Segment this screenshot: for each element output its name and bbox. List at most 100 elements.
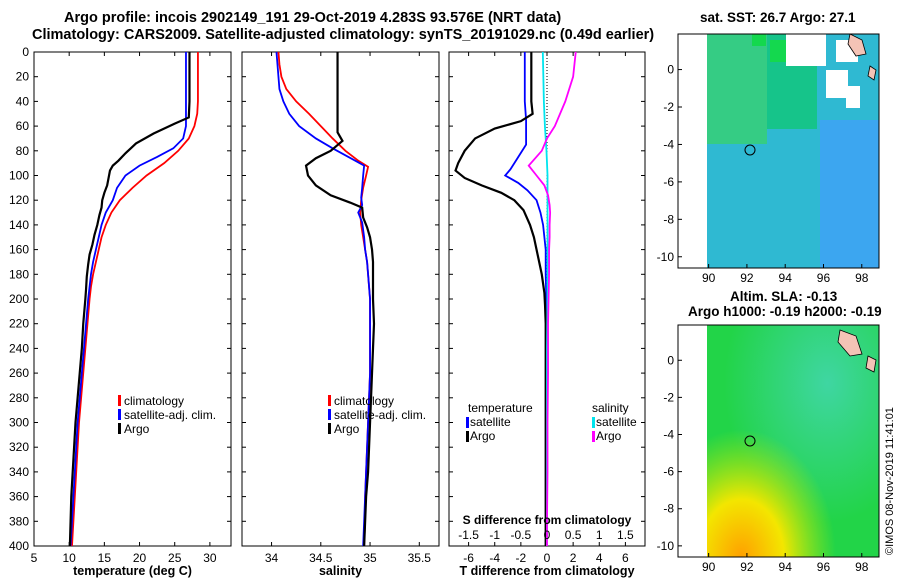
secondary-tick-label: 0 bbox=[544, 528, 551, 542]
series-line-satellite-adj-clim- bbox=[275, 51, 371, 547]
map-y-tick-label: 0 bbox=[667, 353, 674, 367]
x-tick-label: 34.5 bbox=[309, 551, 333, 565]
map-x-tick-label: 92 bbox=[740, 271, 754, 285]
plot-frame bbox=[33, 51, 232, 547]
map-y-tick-label: -6 bbox=[663, 175, 674, 189]
sla-map-ticks: 90 92 94 96 98 0 -2 -4 -6 -8 -10 bbox=[657, 353, 869, 574]
secondary-tick-label: 1 bbox=[596, 528, 603, 542]
legend-swatch bbox=[592, 431, 595, 442]
legend-label: satellite-adj. clim. bbox=[334, 408, 426, 422]
sla-map-title-line1: Altim. SLA: -0.13 bbox=[730, 289, 838, 304]
x-tick-label: 10 bbox=[62, 551, 76, 565]
sst-cloud-gap-1 bbox=[786, 34, 826, 66]
map-x-tick-label: 96 bbox=[817, 271, 831, 285]
sst-map-title: sat. SST: 26.7 Argo: 27.1 bbox=[700, 10, 856, 25]
temperature-panel: 0 20 40 60 80 100 120 140 160 180 200 220 240 260 280 3… bbox=[9, 45, 232, 578]
series-line-argo bbox=[68, 52, 191, 547]
y-tick-label: 0 bbox=[22, 45, 29, 59]
series-line-temperature-argo bbox=[454, 52, 547, 546]
map-y-tick-label: -4 bbox=[663, 137, 674, 151]
map-y-tick-label: 0 bbox=[667, 63, 674, 77]
legend-swatch bbox=[328, 395, 331, 406]
sst-bright-patch-1 bbox=[770, 40, 786, 62]
map-y-tick-label: -10 bbox=[657, 250, 675, 264]
y-tick-label: 360 bbox=[9, 490, 29, 504]
sst-bright-patch-2 bbox=[752, 34, 766, 46]
imos-credit: ©IMOS 08-Nov-2019 11:41:01 bbox=[884, 407, 896, 555]
y-tick-label: 280 bbox=[9, 391, 29, 405]
sumatra-land-shape bbox=[847, 34, 867, 57]
map-y-tick-label: -2 bbox=[663, 390, 674, 404]
legend-label: climatology bbox=[124, 394, 184, 408]
map-x-tick-label: 90 bbox=[702, 560, 716, 574]
x-tick-label: 34 bbox=[265, 551, 279, 565]
y-tick-label: 160 bbox=[9, 243, 29, 257]
salinity-panel: 34 34.5 35 35.5 salinity climatologysatellite… bbox=[241, 51, 440, 578]
legend-label: satellite bbox=[470, 415, 511, 429]
argo-float-marker bbox=[744, 144, 756, 156]
legend-swatch bbox=[118, 409, 121, 420]
map-y-tick-label: -10 bbox=[657, 539, 675, 553]
map-x-tick-label: 96 bbox=[817, 560, 831, 574]
series-line-salinity-argo bbox=[527, 51, 577, 546]
y-tick-label: 20 bbox=[16, 70, 30, 84]
x-tick-label: 4 bbox=[596, 551, 603, 565]
x-axis-label: salinity bbox=[319, 564, 362, 578]
y-tick-label: 400 bbox=[9, 539, 29, 553]
island-shape bbox=[867, 65, 877, 81]
x-tick-label: 35.5 bbox=[408, 551, 432, 565]
secondary-tick-label: -1.5 bbox=[458, 528, 479, 542]
y-tick-label: 340 bbox=[9, 465, 29, 479]
secondary-tick-label: -1 bbox=[489, 528, 500, 542]
x-tick-label: 30 bbox=[203, 551, 217, 565]
x-tick-label: 5 bbox=[31, 551, 38, 565]
x-tick-label: 6 bbox=[622, 551, 629, 565]
sst-cloud-gap-2 bbox=[826, 70, 848, 98]
x-tick-label: -2 bbox=[516, 551, 527, 565]
y-tick-label: 240 bbox=[9, 341, 29, 355]
secondary-tick-label: 0.5 bbox=[565, 528, 582, 542]
legend-swatch bbox=[592, 417, 595, 428]
sst-warm-strip bbox=[707, 34, 767, 144]
secondary-axis-label: S difference from climatology bbox=[463, 513, 632, 527]
sst-map-frame bbox=[677, 33, 880, 269]
y-tick-label: 200 bbox=[9, 292, 29, 306]
island-shape-2 bbox=[865, 355, 877, 373]
y-tick-label: 260 bbox=[9, 366, 29, 380]
legend-header-salinity: salinity bbox=[592, 401, 629, 415]
legend-swatch bbox=[466, 417, 469, 428]
y-tick-label: 380 bbox=[9, 514, 29, 528]
legend-swatch bbox=[118, 395, 121, 406]
sla-map-title-line2: Argo h1000: -0.19 h2000: -0.19 bbox=[688, 304, 882, 319]
secondary-tick-label: -0.5 bbox=[511, 528, 532, 542]
y-tick-label: 40 bbox=[16, 94, 30, 108]
legend-swatch bbox=[328, 409, 331, 420]
map-x-tick-label: 92 bbox=[740, 560, 754, 574]
map-x-tick-label: 94 bbox=[779, 271, 793, 285]
sla-map: 90 92 94 96 98 0 -2 -4 -6 -8 -10 bbox=[657, 324, 880, 574]
map-y-tick-label: -8 bbox=[663, 502, 674, 516]
secondary-tick-label: 1.5 bbox=[617, 528, 634, 542]
map-x-tick-label: 98 bbox=[855, 560, 869, 574]
series-line-satellite-adj-clim- bbox=[69, 52, 187, 547]
figure-title-line1: Argo profile: incois 2902149_191 29-Oct-… bbox=[64, 10, 562, 26]
y-tick-label: 60 bbox=[16, 119, 30, 133]
x-tick-label: 0 bbox=[544, 551, 551, 565]
y-tick-label: 80 bbox=[16, 144, 30, 158]
legend-label: Argo bbox=[596, 429, 622, 443]
sst-map: 90 92 94 96 98 0 -2 -4 -6 -8 -10 bbox=[657, 33, 880, 285]
sst-cloud-gap-3 bbox=[846, 86, 860, 108]
map-y-tick-label: -4 bbox=[663, 428, 674, 442]
legend-swatch bbox=[466, 431, 469, 442]
figure-title-line2: Climatology: CARS2009. Satellite-adjuste… bbox=[32, 27, 655, 43]
legend-swatch bbox=[118, 423, 121, 434]
x-axis-label: T difference from climatology bbox=[459, 564, 634, 578]
x-tick-label: -4 bbox=[489, 551, 500, 565]
legend-header-temperature: temperature bbox=[468, 401, 533, 415]
x-tick-label: 35 bbox=[363, 551, 377, 565]
plot-frame bbox=[241, 51, 440, 547]
difference-panel: -6 -4 -2 0 2 4 6T difference from climatology t… bbox=[448, 51, 646, 578]
x-tick-label: -6 bbox=[463, 551, 474, 565]
legend-swatch bbox=[328, 423, 331, 434]
